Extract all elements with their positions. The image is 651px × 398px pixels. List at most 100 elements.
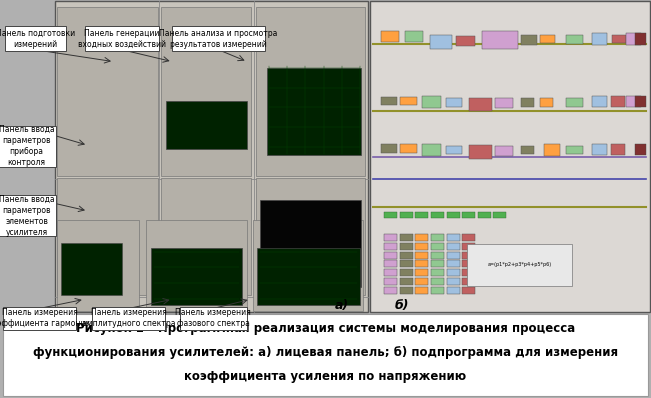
Text: Панель измерения
коэффициента гармоник: Панель измерения коэффициента гармоник (0, 308, 90, 328)
FancyBboxPatch shape (400, 144, 417, 153)
FancyBboxPatch shape (456, 36, 475, 46)
FancyBboxPatch shape (462, 269, 475, 276)
Text: коэффициента усиления по напряжению: коэффициента усиления по напряжению (184, 370, 467, 382)
FancyBboxPatch shape (611, 144, 625, 155)
FancyBboxPatch shape (431, 260, 444, 267)
FancyBboxPatch shape (495, 146, 513, 156)
FancyBboxPatch shape (415, 234, 428, 241)
FancyBboxPatch shape (384, 212, 397, 218)
FancyBboxPatch shape (447, 269, 460, 276)
FancyBboxPatch shape (493, 212, 506, 218)
FancyBboxPatch shape (384, 278, 397, 285)
FancyBboxPatch shape (482, 31, 518, 49)
FancyBboxPatch shape (85, 26, 159, 51)
FancyBboxPatch shape (540, 98, 553, 107)
Text: функционирования усилителей: а) лицевая панель; б) подпрограмма для измерения: функционирования усилителей: а) лицевая … (33, 346, 618, 359)
FancyBboxPatch shape (384, 234, 397, 241)
FancyBboxPatch shape (447, 234, 460, 241)
FancyBboxPatch shape (635, 96, 646, 107)
Text: Панель подготовки
измерений: Панель подготовки измерений (0, 29, 75, 49)
FancyBboxPatch shape (431, 278, 444, 285)
FancyBboxPatch shape (400, 287, 413, 294)
FancyBboxPatch shape (260, 200, 361, 287)
FancyBboxPatch shape (446, 98, 462, 107)
FancyBboxPatch shape (400, 243, 413, 250)
Text: а): а) (335, 299, 349, 312)
FancyBboxPatch shape (462, 243, 475, 250)
FancyBboxPatch shape (495, 98, 513, 108)
FancyBboxPatch shape (55, 1, 368, 312)
FancyBboxPatch shape (0, 195, 56, 236)
FancyBboxPatch shape (415, 269, 428, 276)
FancyBboxPatch shape (400, 234, 413, 241)
FancyBboxPatch shape (384, 243, 397, 250)
FancyBboxPatch shape (431, 234, 444, 241)
FancyBboxPatch shape (626, 96, 641, 107)
FancyBboxPatch shape (521, 98, 534, 107)
FancyBboxPatch shape (415, 252, 428, 259)
Text: Панель измерения
фазового спектра: Панель измерения фазового спектра (175, 308, 251, 328)
FancyBboxPatch shape (566, 35, 583, 44)
FancyBboxPatch shape (415, 278, 428, 285)
FancyBboxPatch shape (521, 146, 534, 154)
FancyBboxPatch shape (256, 7, 365, 176)
FancyBboxPatch shape (57, 220, 139, 311)
FancyBboxPatch shape (447, 278, 460, 285)
FancyBboxPatch shape (61, 243, 122, 295)
Text: Панель ввода
параметров
элементов
усилителя: Панель ввода параметров элементов усилит… (0, 195, 55, 237)
FancyBboxPatch shape (447, 260, 460, 267)
FancyBboxPatch shape (0, 126, 56, 167)
FancyBboxPatch shape (400, 252, 413, 259)
FancyBboxPatch shape (400, 278, 413, 285)
FancyBboxPatch shape (544, 144, 560, 156)
FancyBboxPatch shape (447, 287, 460, 294)
FancyBboxPatch shape (540, 35, 555, 43)
FancyBboxPatch shape (447, 243, 460, 250)
FancyBboxPatch shape (400, 97, 417, 105)
FancyBboxPatch shape (478, 212, 491, 218)
FancyBboxPatch shape (431, 269, 444, 276)
FancyBboxPatch shape (257, 248, 360, 305)
FancyBboxPatch shape (384, 252, 397, 259)
Text: Панель измерения
амплитудного спектра: Панель измерения амплитудного спектра (82, 308, 175, 328)
FancyBboxPatch shape (592, 144, 607, 155)
FancyBboxPatch shape (462, 234, 475, 241)
FancyBboxPatch shape (180, 307, 247, 330)
FancyBboxPatch shape (469, 145, 492, 159)
FancyBboxPatch shape (267, 68, 361, 155)
FancyBboxPatch shape (462, 212, 475, 218)
FancyBboxPatch shape (431, 252, 444, 259)
FancyBboxPatch shape (415, 260, 428, 267)
FancyBboxPatch shape (151, 248, 242, 305)
FancyBboxPatch shape (462, 252, 475, 259)
FancyBboxPatch shape (462, 278, 475, 285)
FancyBboxPatch shape (370, 1, 650, 312)
FancyBboxPatch shape (161, 178, 251, 295)
FancyBboxPatch shape (635, 33, 646, 45)
FancyBboxPatch shape (415, 287, 428, 294)
FancyBboxPatch shape (381, 31, 399, 42)
FancyBboxPatch shape (566, 146, 583, 154)
FancyBboxPatch shape (405, 31, 423, 42)
FancyBboxPatch shape (400, 212, 413, 218)
FancyBboxPatch shape (256, 178, 365, 295)
FancyBboxPatch shape (415, 212, 428, 218)
FancyBboxPatch shape (253, 220, 363, 311)
FancyBboxPatch shape (462, 260, 475, 267)
FancyBboxPatch shape (592, 33, 607, 45)
FancyBboxPatch shape (592, 96, 607, 107)
Text: Панель анализа и просмотра
результатов измерений: Панель анализа и просмотра результатов и… (159, 29, 277, 49)
FancyBboxPatch shape (566, 98, 583, 107)
FancyBboxPatch shape (430, 35, 452, 49)
FancyBboxPatch shape (422, 144, 441, 156)
Text: Рисунок 1 – Программная реализация системы моделирования процесса: Рисунок 1 – Программная реализация систе… (76, 322, 575, 335)
FancyBboxPatch shape (467, 244, 572, 286)
FancyBboxPatch shape (384, 260, 397, 267)
FancyBboxPatch shape (57, 7, 158, 176)
FancyBboxPatch shape (166, 101, 247, 149)
Text: а=(p1*p2+p3*p4+p5*p6): а=(p1*p2+p3*p4+p5*p6) (488, 262, 551, 267)
FancyBboxPatch shape (172, 26, 265, 51)
FancyBboxPatch shape (57, 178, 158, 295)
FancyBboxPatch shape (469, 98, 492, 111)
FancyBboxPatch shape (431, 212, 444, 218)
